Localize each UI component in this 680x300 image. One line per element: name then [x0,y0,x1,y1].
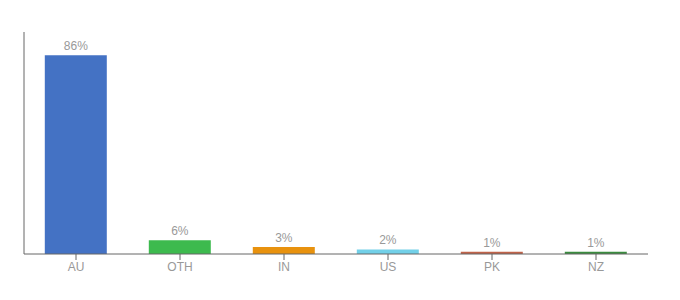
svg-text:6%: 6% [171,224,189,238]
svg-text:NZ: NZ [588,260,604,274]
svg-text:1%: 1% [587,236,605,250]
svg-text:US: US [380,260,397,274]
svg-text:86%: 86% [64,39,88,53]
svg-text:2%: 2% [379,233,397,247]
svg-text:PK: PK [484,260,500,274]
svg-text:3%: 3% [275,231,293,245]
svg-text:AU: AU [68,260,85,274]
svg-text:1%: 1% [483,236,501,250]
svg-text:IN: IN [278,260,290,274]
svg-text:OTH: OTH [167,260,192,274]
